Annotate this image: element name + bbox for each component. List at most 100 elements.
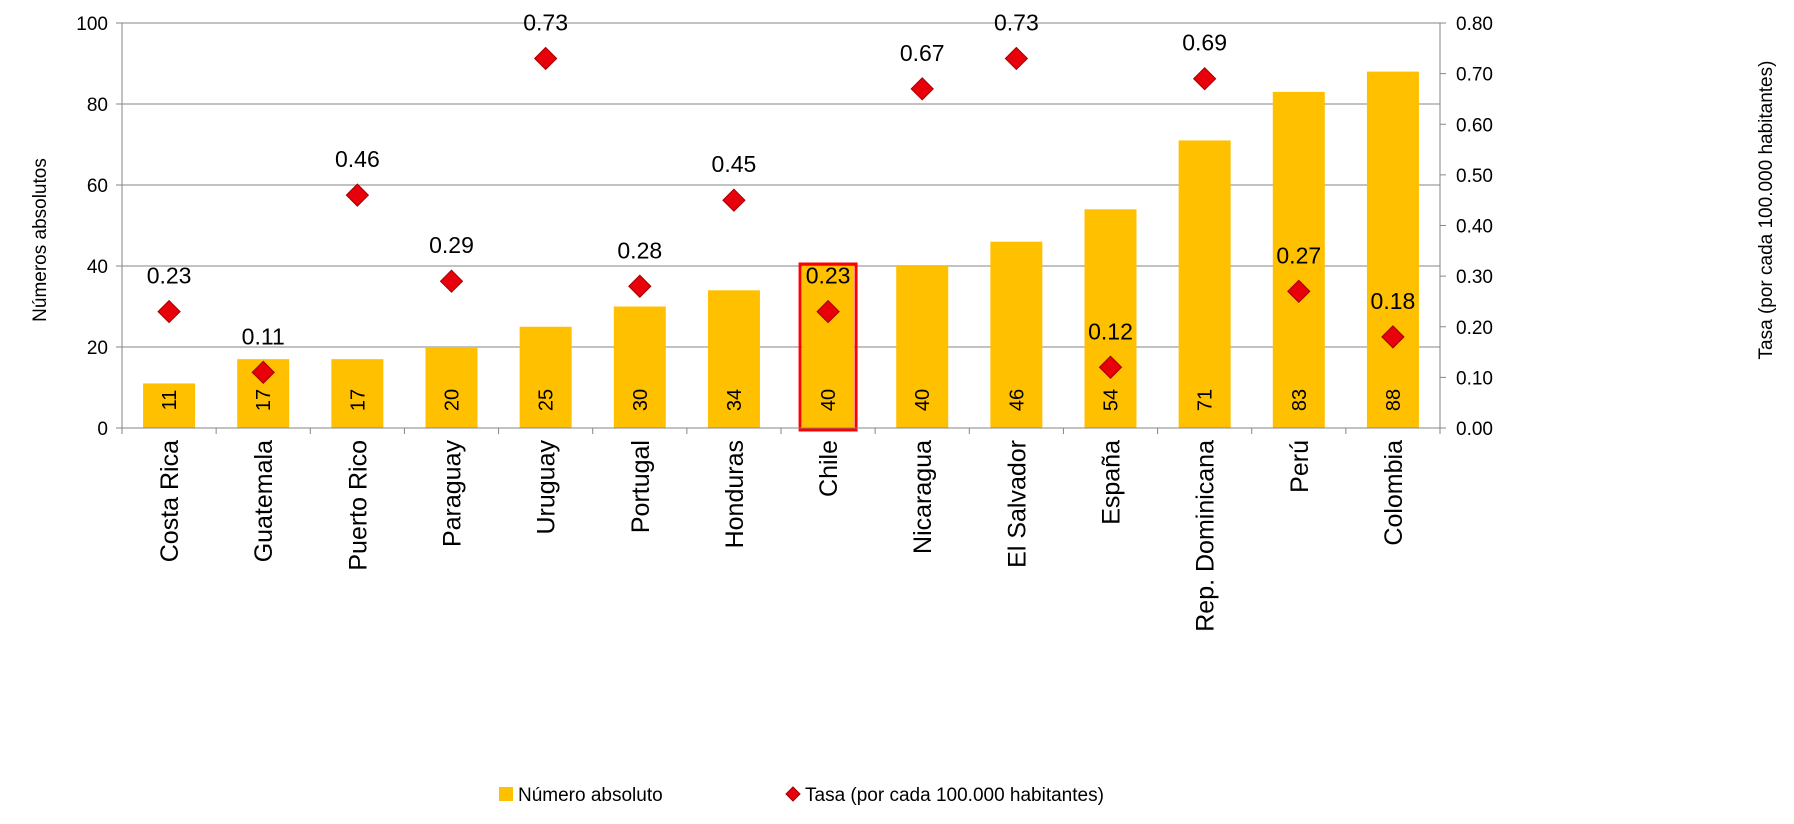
left-axis-title: Números absolutos — [30, 158, 51, 322]
bar-value-label: 88 — [1383, 389, 1405, 411]
left-tick-label: 100 — [76, 14, 108, 35]
category-label: Nicaragua — [909, 440, 937, 554]
rate-marker — [1287, 279, 1311, 304]
bar-value-label: 34 — [724, 389, 746, 411]
rate-value-label: 0.69 — [1182, 30, 1227, 56]
highlight-rect — [798, 262, 858, 432]
category-label: Paraguay — [439, 440, 467, 548]
category-label: Uruguay — [533, 440, 561, 535]
bar-value-label: 25 — [536, 389, 558, 411]
legend-swatch-diamond — [785, 786, 801, 802]
rate-marker — [439, 269, 464, 293]
rate-series — [157, 46, 1405, 385]
bar — [1272, 91, 1325, 428]
bar — [896, 266, 949, 428]
bar — [802, 266, 855, 428]
right-tick-label: 0.50 — [1456, 166, 1493, 187]
category-label: Rep. Dominicana — [1192, 440, 1220, 632]
rate-value-label: 0.27 — [1276, 242, 1321, 268]
legend: Número absoluto Tasa (por cada 100.000 h… — [499, 785, 1104, 806]
category-label: Guatemala — [250, 440, 278, 562]
right-tick-label: 0.60 — [1456, 115, 1493, 136]
category-label: Portugal — [627, 440, 655, 533]
bar-value-label: 30 — [630, 389, 652, 411]
left-tick-label: 20 — [87, 338, 108, 359]
rate-value-label: 0.67 — [900, 40, 945, 66]
right-tick-label: 0.30 — [1456, 267, 1493, 288]
rate-marker — [1004, 46, 1029, 71]
rate-marker — [1192, 66, 1217, 91]
left-axis-ticks: 0 20 40 60 80 100 — [76, 14, 122, 440]
right-tick-label: 0.70 — [1456, 65, 1493, 86]
rate-value-label: 0.23 — [147, 263, 192, 289]
bar-value-label: 40 — [912, 389, 934, 411]
right-tick-label: 0.00 — [1456, 419, 1493, 440]
bar-value-label: 11 — [159, 390, 181, 411]
right-tick-label: 0.40 — [1456, 217, 1493, 238]
rate-marker — [1098, 355, 1123, 379]
category-labels: Costa Rica Guatemala Puerto Rico Paraguay Ur… — [156, 440, 1408, 632]
bar — [1366, 71, 1419, 428]
rate-value-label: 0.73 — [523, 9, 568, 35]
rate-value-label: 0.28 — [617, 237, 662, 263]
legend-label-bar: Número absoluto — [518, 785, 663, 806]
bar-value-label: 40 — [818, 389, 840, 411]
category-label: Perú — [1286, 440, 1314, 493]
rate-marker — [345, 183, 370, 207]
bar-value-label: 83 — [1289, 389, 1311, 411]
highlight-box — [798, 262, 858, 432]
bar-value-label: 20 — [442, 389, 464, 411]
legend-label-rate: Tasa (por cada 100.000 habitantes) — [805, 785, 1104, 806]
rate-marker — [157, 299, 181, 324]
rate-value-label: 0.46 — [335, 146, 380, 172]
category-label: Chile — [815, 440, 843, 497]
bar — [143, 383, 196, 428]
category-label: Costa Rica — [156, 440, 184, 562]
rate-marker — [910, 77, 934, 101]
bar-value-label: 46 — [1006, 389, 1028, 411]
bar — [613, 306, 666, 428]
legend-swatch-bar — [499, 787, 513, 801]
category-label: Puerto Rico — [344, 440, 372, 571]
rate-value-label: 0.11 — [242, 323, 285, 349]
bar — [1178, 140, 1231, 428]
left-tick-label: 60 — [87, 176, 108, 197]
rate-marker — [1381, 325, 1405, 349]
bar-series — [143, 71, 1419, 428]
category-label: El Salvador — [1003, 440, 1031, 568]
left-tick-label: 0 — [97, 419, 108, 440]
category-label: España — [1098, 440, 1126, 525]
bar — [331, 359, 384, 428]
right-tick-label: 0.80 — [1456, 14, 1493, 35]
left-tick-label: 80 — [87, 95, 108, 116]
bar-value-label: 17 — [253, 389, 275, 411]
right-tick-label: 0.10 — [1456, 368, 1493, 389]
rate-value-label: 0.23 — [806, 263, 851, 289]
bar-value-label: 17 — [347, 389, 369, 411]
bar — [425, 347, 478, 428]
gridlines — [122, 22, 1440, 348]
rate-value-label: 0.29 — [429, 232, 474, 258]
bar-value-label: 54 — [1101, 389, 1123, 411]
rate-labels: 0.23 0.11 0.46 0.29 0.73 0.28 0.45 0.23 0.67 0.73… — [147, 9, 1416, 349]
rate-marker — [251, 360, 275, 385]
rate-marker — [722, 188, 746, 212]
rate-marker — [628, 274, 652, 298]
right-tick-label: 0.20 — [1456, 318, 1493, 339]
rate-value-label: 0.12 — [1088, 318, 1133, 344]
rate-marker — [533, 46, 558, 71]
category-label: Honduras — [721, 440, 749, 548]
right-axis-title: Tasa (por cada 100.000 habitantes) — [1756, 61, 1777, 360]
rate-value-label: 0.45 — [712, 151, 757, 177]
right-axis-ticks: 0.00 0.10 0.20 0.30 0.40 0.50 0.60 0.70 0.80 — [1440, 14, 1493, 440]
category-label: Colombia — [1380, 440, 1408, 546]
bar — [707, 290, 760, 428]
rate-marker — [816, 299, 840, 324]
left-tick-label: 40 — [87, 257, 108, 278]
bar-value-label: 71 — [1195, 389, 1217, 411]
bar-labels: 11 17 17 20 25 30 34 40 40 46 54 71 83 88 — [159, 389, 1405, 411]
bar — [519, 326, 572, 428]
axes — [121, 23, 1441, 434]
rate-value-label: 0.73 — [994, 9, 1039, 35]
